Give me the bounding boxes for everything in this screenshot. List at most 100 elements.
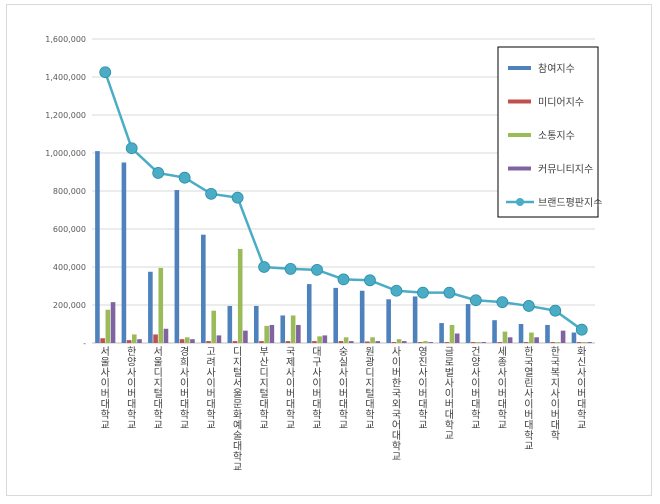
bar-3 — [396, 339, 402, 343]
bar-2 — [523, 342, 529, 343]
legend-label: 브랜드평판지수 — [538, 197, 602, 209]
bar-1 — [306, 284, 312, 343]
bar-2 — [497, 342, 503, 343]
bar-1 — [148, 271, 153, 343]
legend-swatch — [508, 66, 531, 70]
line-point — [178, 171, 191, 184]
y-tick-label: 400,000 — [53, 263, 86, 272]
bar-3 — [105, 309, 111, 343]
bar-4 — [560, 330, 566, 343]
bar-4 — [534, 337, 539, 343]
bar-3 — [264, 325, 269, 343]
bar-1 — [359, 290, 365, 343]
bar-1 — [253, 305, 259, 343]
y-tick-label: 200,000 — [53, 301, 86, 310]
bar-4 — [507, 337, 513, 343]
bar-4 — [190, 339, 195, 343]
legend-label: 커뮤니티지수 — [538, 164, 593, 176]
brand-reputation-chart: - 200,000 400,000 600,000 800,000 1,000,000 1,… — [45, 35, 602, 474]
line-point — [258, 261, 270, 273]
bar-2 — [312, 341, 317, 343]
bar-2 — [179, 339, 185, 343]
line-point — [522, 300, 535, 312]
bar-2 — [126, 340, 132, 343]
bar-1 — [280, 315, 286, 343]
bar-3 — [582, 342, 587, 343]
line-point — [337, 273, 350, 286]
line-point — [205, 187, 218, 200]
bar-1 — [465, 304, 471, 343]
legend-swatch — [508, 133, 531, 137]
line-point — [443, 286, 456, 299]
bar-1 — [518, 324, 524, 343]
bar-2 — [365, 341, 370, 343]
bar-4 — [296, 324, 301, 343]
bar-4 — [454, 333, 460, 343]
bar-2 — [259, 341, 264, 343]
bar-4 — [216, 335, 222, 343]
bar-3 — [502, 331, 508, 343]
y-axis: - 200,000 400,000 600,000 800,000 1,000,000 1,… — [45, 35, 86, 348]
line-point — [152, 167, 165, 179]
line-point — [390, 284, 403, 297]
line-series — [99, 66, 588, 336]
y-tick-label: - — [83, 339, 86, 348]
bar-4 — [481, 342, 486, 343]
bar-2 — [576, 342, 582, 343]
bar-2 — [285, 341, 291, 343]
bar-3 — [290, 315, 296, 343]
legend-box — [497, 46, 599, 218]
bars — [95, 151, 592, 343]
bar-4 — [349, 341, 354, 343]
bar-2 — [338, 341, 344, 343]
line-point — [311, 263, 323, 276]
bar-3 — [343, 337, 349, 343]
legend-swatch-marker — [516, 198, 524, 206]
bar-3 — [555, 342, 561, 343]
bar-1 — [95, 151, 100, 343]
legend-label: 참여지수 — [538, 63, 575, 75]
bar-1 — [174, 190, 180, 343]
bar-2 — [232, 341, 238, 343]
bar-1 — [227, 305, 233, 343]
y-tick-label: 1,200,000 — [45, 111, 86, 120]
line-point — [364, 274, 376, 287]
bar-4 — [401, 341, 407, 343]
bar-2 — [550, 342, 555, 343]
line-point — [125, 142, 138, 155]
bar-1 — [121, 162, 127, 343]
bar-3 — [237, 248, 243, 343]
chart-frame: - 200,000 400,000 600,000 800,000 1,000,000 1,… — [6, 4, 652, 496]
bar-1 — [492, 320, 497, 343]
bar-1 — [386, 299, 391, 343]
bar-3 — [184, 337, 190, 343]
bar-1 — [333, 287, 338, 343]
bar-3 — [158, 267, 164, 343]
y-tick-label: 1,400,000 — [45, 73, 86, 82]
line-point — [575, 323, 588, 336]
bar-1 — [201, 234, 206, 343]
bar-2 — [153, 334, 158, 343]
bar-4 — [428, 342, 434, 343]
bar-2 — [418, 342, 423, 343]
legend-label: 미디어지수 — [538, 97, 584, 109]
line-point — [231, 191, 244, 204]
bar-1 — [412, 296, 418, 343]
y-tick-label: 600,000 — [53, 225, 86, 234]
